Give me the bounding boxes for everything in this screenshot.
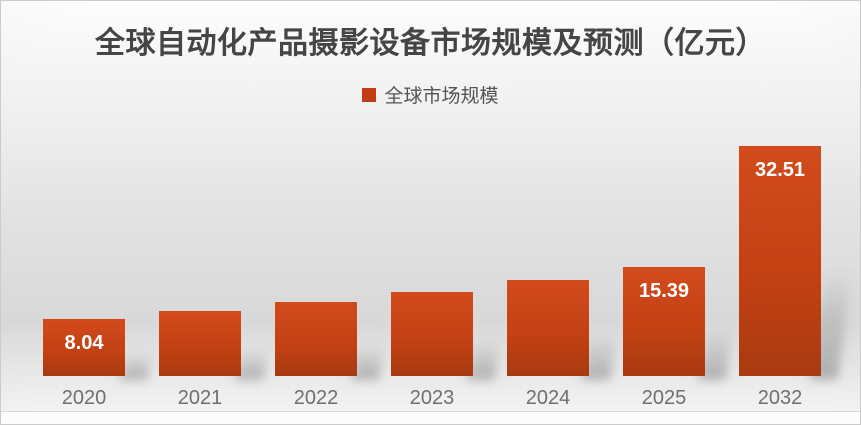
- x-axis-label-2024: 2024: [525, 387, 571, 409]
- bar-value-label: 8.04: [64, 332, 104, 355]
- bar-2024: [507, 280, 618, 380]
- bar-2020: 8.04: [43, 319, 153, 380]
- bar-2023: [391, 291, 501, 380]
- bar-2021: [159, 311, 269, 380]
- bar-fill: [507, 280, 589, 376]
- legend-label: 全球市场规模: [384, 86, 499, 107]
- x-axis-label-2022: 2022: [293, 387, 339, 409]
- legend: 全球市场规模: [1, 81, 860, 108]
- x-axis-label-2025: 2025: [641, 387, 687, 409]
- bar-fill: 32.51: [739, 146, 821, 376]
- x-axis-label-2023: 2023: [409, 387, 455, 409]
- x-axis-label-2032: 2032: [757, 387, 803, 409]
- bar-fill: 15.39: [623, 267, 705, 376]
- bar-value-label: 32.51: [754, 159, 806, 181]
- bar-2022: [275, 302, 385, 380]
- bar-2032: 32.51: [739, 146, 855, 380]
- x-axis-label-2020: 2020: [61, 387, 107, 409]
- bar-fill: [275, 302, 357, 376]
- x-axis: 2020 2021 2022 2023 2024 2025 2032: [43, 387, 821, 410]
- chart-title: 全球自动化产品摄影设备市场规模及预测（亿元）: [95, 27, 766, 60]
- bar-fill: 8.04: [43, 319, 125, 376]
- x-axis-label-2021: 2021: [177, 387, 223, 409]
- bar-2025: 15.39: [623, 267, 734, 380]
- bar-fill: [391, 291, 473, 376]
- bottom-strip: [1, 411, 860, 424]
- bar-fill: [159, 311, 241, 376]
- bar-value-label: 15.39: [638, 280, 690, 303]
- plot-area: 8.04 15.39 32.51: [43, 146, 855, 380]
- legend-swatch-icon: [362, 87, 377, 102]
